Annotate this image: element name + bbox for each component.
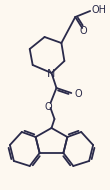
Text: O: O bbox=[74, 89, 82, 99]
Text: OH: OH bbox=[91, 5, 106, 15]
Text: O: O bbox=[79, 26, 87, 36]
Text: O: O bbox=[45, 102, 52, 112]
Text: N: N bbox=[47, 69, 56, 79]
